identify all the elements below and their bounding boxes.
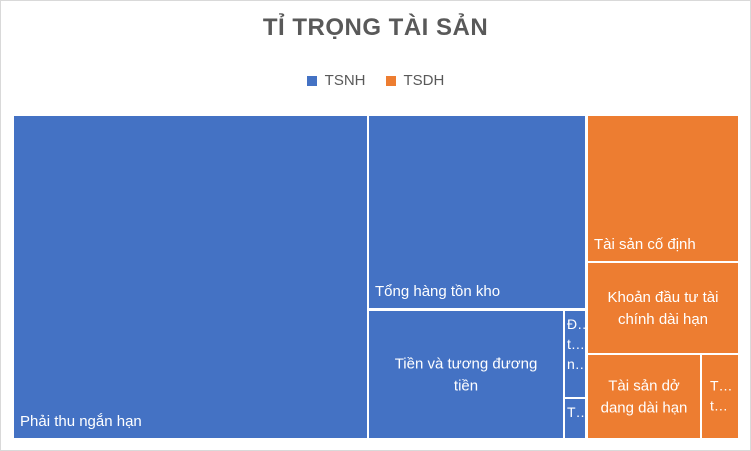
treemap-cell-label-2: Tổng hàng tồn kho <box>375 283 500 300</box>
treemap-cell-label-9: T… t… <box>710 378 733 414</box>
treemap-cell-4 <box>565 311 585 397</box>
treemap-cell-label-7: Khoản đầu tư tài chính dài hạn <box>608 289 719 328</box>
treemap-cell-label-8: Tài sản dở dang dài hạn <box>601 378 688 417</box>
treemap-cell-label-4: Đ… t… n… <box>567 316 591 372</box>
legend-item-tsdh: TSDH <box>385 72 445 89</box>
treemap-cell-2 <box>369 116 585 308</box>
legend-swatch-tsdh <box>385 75 396 86</box>
treemap-cell-7 <box>588 263 738 353</box>
legend-label-tsdh: TSDH <box>403 72 445 89</box>
legend-swatch-tsnh <box>306 75 317 86</box>
treemap-cell-label-6: Tài sản cố định <box>594 236 696 253</box>
treemap-cell-9 <box>702 355 738 438</box>
chart-title: TỈ TRỌNG TÀI SẢN <box>262 14 489 41</box>
treemap-cell-6 <box>588 116 738 261</box>
legend-item-tsnh: TSNH <box>306 72 366 89</box>
treemap-cell-label-1: Phải thu ngắn hạn <box>20 413 142 430</box>
legend-label-tsnh: TSNH <box>324 72 366 89</box>
treemap-cell-label-5: T… <box>567 404 590 420</box>
treemap-cell-5 <box>565 399 585 438</box>
treemap-cell-3 <box>369 311 563 438</box>
treemap-cell-label-3: Tiền và tương đương tiền <box>395 356 538 395</box>
treemap-cell-1 <box>14 116 367 438</box>
chart-legend: TSNH TSDH <box>0 72 751 89</box>
treemap-cell-8 <box>588 355 700 438</box>
